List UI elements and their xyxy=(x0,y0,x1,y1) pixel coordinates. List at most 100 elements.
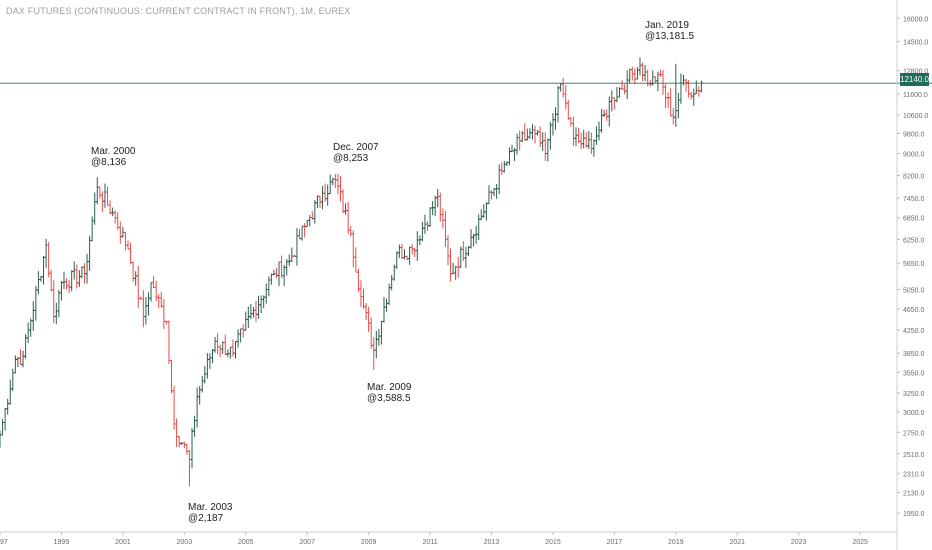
ohlc-bar-up xyxy=(307,215,312,227)
ohlc-bar-up xyxy=(691,88,696,106)
ohlc-bar-up xyxy=(397,244,402,259)
ohlc-bar-down xyxy=(151,276,156,289)
ohlc-bar-up xyxy=(637,57,642,76)
ohlc-bar-up xyxy=(79,266,84,279)
y-tick-label: 2130.0 xyxy=(903,490,925,497)
y-tick-label: 1950.0 xyxy=(903,511,925,518)
y-tick-label: 9000.0 xyxy=(903,152,925,159)
ohlc-bar-down xyxy=(438,192,443,222)
ohlc-bar-up xyxy=(95,177,100,205)
y-tick-label: 2510.0 xyxy=(903,452,925,459)
ohlc-bar-up xyxy=(3,408,8,431)
ohlc-bar-up xyxy=(269,273,274,285)
ohlc-bar-up xyxy=(328,174,333,195)
ohlc-bar-up xyxy=(515,133,520,155)
ohlc-bar-down xyxy=(399,243,404,259)
ohlc-bar-up xyxy=(236,329,241,348)
ohlc-bar-up xyxy=(248,303,253,319)
ohlc-bar-up xyxy=(102,183,107,208)
ohlc-bar-up xyxy=(312,200,317,224)
ohlc-bars xyxy=(0,57,704,487)
ohlc-bar-up xyxy=(387,283,392,305)
annotation-value: @8,136 xyxy=(91,157,127,168)
y-tick-label: 10600.0 xyxy=(903,113,928,120)
ohlc-bar-up xyxy=(504,161,509,167)
ohlc-bar-down xyxy=(412,248,417,258)
y-tick-label: 6250.0 xyxy=(903,237,925,244)
ohlc-bar-up xyxy=(197,386,202,405)
ohlc-bar-up xyxy=(210,349,215,364)
ohlc-bar-up xyxy=(553,107,558,130)
ohlc-bar-up xyxy=(61,271,66,290)
ohlc-bar-up xyxy=(558,83,563,92)
ohlc-bar-down xyxy=(141,290,146,328)
ohlc-bar-down xyxy=(18,349,23,365)
ohlc-bar-up xyxy=(476,214,481,240)
ohlc-bar-up xyxy=(479,209,484,221)
ohlc-bar-down xyxy=(118,221,123,244)
ohlc-bar-up xyxy=(271,269,276,276)
ohlc-bar-up xyxy=(486,185,491,205)
x-tick-label: 2025 xyxy=(852,539,868,546)
ohlc-bar-down xyxy=(686,80,691,98)
annotation-date: Dec. 2007 xyxy=(333,142,379,153)
ohlc-bar-down xyxy=(335,173,340,195)
ohlc-bar-up xyxy=(200,376,205,393)
x-tick-label: 2017 xyxy=(607,539,623,546)
ohlc-bar-down xyxy=(46,242,51,278)
annotation-dec-2007: Dec. 2007 @8,253 xyxy=(333,142,379,164)
ohlc-bar-down xyxy=(533,125,538,144)
ohlc-bar-up xyxy=(471,233,476,247)
ohlc-bar-up xyxy=(300,225,305,241)
x-tick-label: 2015 xyxy=(545,539,561,546)
ohlc-bar-down xyxy=(218,344,223,357)
ohlc-bar-down xyxy=(369,317,374,349)
ohlc-bar-up xyxy=(540,132,545,152)
ohlc-bar-up xyxy=(535,130,540,136)
ohlc-bar-up xyxy=(525,128,530,141)
ohlc-bar-up xyxy=(573,127,578,147)
ohlc-bar-up xyxy=(277,261,282,287)
ohlc-bar-up xyxy=(36,271,41,295)
ohlc-bar-up xyxy=(205,353,210,379)
ohlc-bar-up xyxy=(133,271,138,286)
ohlc-bar-up xyxy=(417,235,422,246)
ohlc-bar-up xyxy=(246,306,251,329)
ohlc-bar-up xyxy=(54,302,59,325)
ohlc-bar-down xyxy=(371,336,376,370)
x-tick-label: 2001 xyxy=(115,539,131,546)
ohlc-bar-up xyxy=(243,311,248,331)
ohlc-bar-up xyxy=(77,270,82,288)
ohlc-bar-up xyxy=(85,253,90,284)
ohlc-bar-up xyxy=(238,328,243,343)
ohlc-bar-down xyxy=(568,116,573,127)
y-tick-label: 5650.0 xyxy=(903,261,925,268)
ohlc-bar-down xyxy=(622,84,627,95)
ohlc-bar-up xyxy=(264,283,269,304)
ohlc-bar-down xyxy=(49,269,54,292)
ohlc-bar-up xyxy=(44,238,49,268)
ohlc-bar-down xyxy=(538,126,543,148)
y-tick-label: 6850.0 xyxy=(903,216,925,223)
ohlc-bar-down xyxy=(105,186,110,206)
ohlc-bar-down xyxy=(566,100,571,121)
ohlc-bar-down xyxy=(297,228,302,240)
ohlc-bar-down xyxy=(241,324,246,338)
y-tick-label: 3250.0 xyxy=(903,391,925,398)
ohlc-bar-down xyxy=(696,86,701,97)
x-axis: 1997 1999 2001 2003 2005 2007 2009 2011 2013 2015… xyxy=(0,531,897,546)
ohlc-bar-up xyxy=(481,204,486,219)
y-tick-label: 14500.0 xyxy=(903,39,928,46)
ohlc-bar-up xyxy=(325,184,330,206)
ohlc-bar-down xyxy=(338,176,343,202)
annotation-value: @8,253 xyxy=(333,153,369,164)
ohlc-bar-up xyxy=(207,353,212,369)
ohlc-bar-up xyxy=(635,67,640,80)
x-tick-label: 2019 xyxy=(668,539,684,546)
ohlc-bar-up xyxy=(10,368,15,392)
ohlc-bar-down xyxy=(361,288,366,309)
ohlc-bar-up xyxy=(415,231,420,261)
ohlc-bar-up xyxy=(220,341,225,354)
ohlc-bar-up xyxy=(143,296,148,325)
